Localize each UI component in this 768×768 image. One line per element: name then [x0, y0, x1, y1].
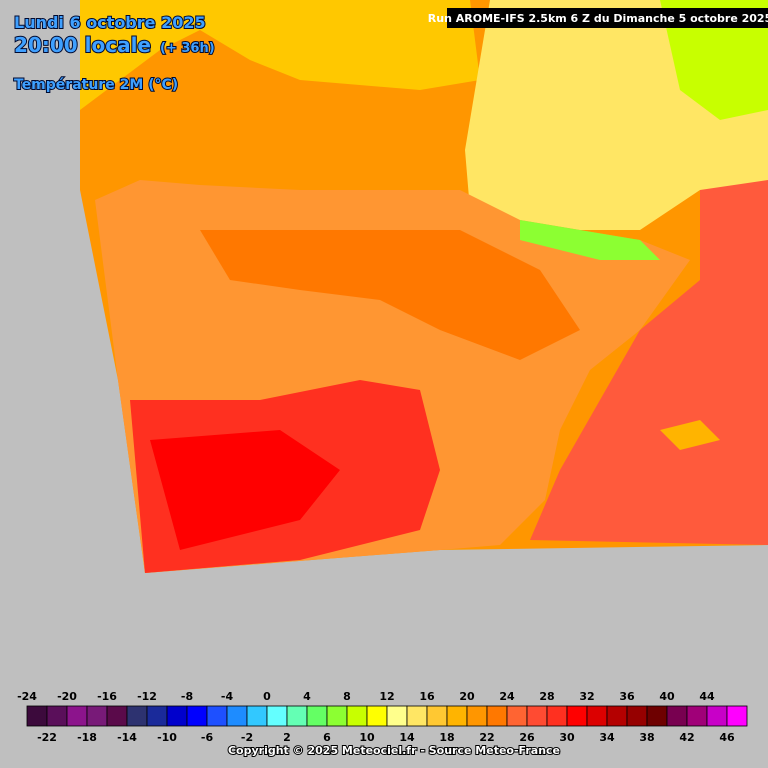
legend-label: 28	[539, 690, 554, 703]
legend-swatch	[46, 705, 68, 727]
legend-swatch	[626, 705, 648, 727]
legend-label: 32	[579, 690, 594, 703]
legend-swatch	[66, 705, 88, 727]
legend-label: 46	[719, 731, 735, 744]
legend-swatch	[586, 705, 608, 727]
legend-swatch	[526, 705, 548, 727]
hot-core	[150, 430, 340, 550]
legend-label: -22	[37, 731, 57, 744]
parameter: Température 2M (°C)	[14, 77, 178, 93]
mallorca	[660, 420, 720, 450]
legend-swatch	[506, 705, 528, 727]
run: Run AROME-IFS 2.5km 6 Z du Dimanche 5 oc…	[428, 12, 768, 25]
legend-label: 18	[439, 731, 454, 744]
legend-label: 4	[303, 690, 311, 703]
legend-label: 24	[499, 690, 515, 703]
legend-swatch	[106, 705, 128, 727]
legend-label: 44	[699, 690, 715, 703]
med-sea	[530, 180, 768, 545]
run-box	[447, 8, 768, 28]
legend-label: 26	[519, 731, 535, 744]
legend-label: 22	[479, 731, 494, 744]
legend-swatch	[146, 705, 168, 727]
alps	[660, 0, 768, 120]
legend-swatch	[426, 705, 448, 727]
legend-swatch	[706, 705, 728, 727]
legend-label: -6	[201, 731, 214, 744]
legend-label: 40	[659, 690, 675, 703]
legend-swatch	[646, 705, 668, 727]
legend-label: -18	[77, 731, 97, 744]
legend-swatch	[666, 705, 688, 727]
lead: (+ 36h)	[160, 41, 215, 56]
legend-swatch	[286, 705, 308, 727]
warm-sea	[80, 0, 480, 110]
legend-label: 0	[263, 690, 271, 703]
legend-label: -14	[117, 731, 137, 744]
legend-label: 16	[419, 690, 435, 703]
legend-swatch	[686, 705, 708, 727]
legend-swatch	[466, 705, 488, 727]
legend-swatch	[226, 705, 248, 727]
model-field	[80, 0, 768, 573]
legend-label: -8	[181, 690, 193, 703]
legend-label: 12	[379, 690, 394, 703]
legend-swatch	[306, 705, 328, 727]
legend-swatch	[206, 705, 228, 727]
legend-label: -10	[157, 731, 177, 744]
legend-swatch	[386, 705, 408, 727]
legend-label: 30	[559, 731, 575, 744]
legend-swatch	[126, 705, 148, 727]
legend-swatch	[86, 705, 108, 727]
legend-label: 36	[619, 690, 635, 703]
legend-label: -16	[97, 690, 117, 703]
legend-label: -2	[241, 731, 253, 744]
legend-swatch	[486, 705, 508, 727]
legend-label: 2	[283, 731, 291, 744]
copyright: Copyright © 2025 Meteociel.fr - Source M…	[228, 744, 560, 757]
legend-label: 34	[599, 731, 615, 744]
meseta	[200, 230, 580, 360]
legend-swatch	[346, 705, 368, 727]
legend-label: -20	[57, 690, 77, 703]
legend-label: 6	[323, 731, 331, 744]
legend-label: 42	[679, 731, 694, 744]
legend: -24 -20 -16 -12 -8 -4 0 4 8 12 16 20 24 28 32 36 40 44-22…	[17, 690, 748, 744]
legend-label: 14	[399, 731, 415, 744]
legend-label: 38	[639, 731, 654, 744]
legend-swatch	[26, 705, 48, 727]
date: Lundi 6 octobre 2025	[14, 13, 206, 32]
legend-swatch	[446, 705, 468, 727]
legend-label: -12	[137, 690, 157, 703]
legend-swatch	[546, 705, 568, 727]
legend-swatch	[366, 705, 388, 727]
legend-swatch	[246, 705, 268, 727]
legend-swatch	[726, 705, 748, 727]
pyrenees	[520, 220, 660, 260]
legend-swatch	[266, 705, 288, 727]
legend-swatch	[406, 705, 428, 727]
legend-swatch	[566, 705, 588, 727]
time: 20:00 locale	[14, 33, 151, 57]
legend-label: 20	[459, 690, 475, 703]
legend-swatch	[186, 705, 208, 727]
legend-label: 10	[359, 731, 375, 744]
legend-label: -24	[17, 690, 37, 703]
legend-swatch	[606, 705, 628, 727]
legend-label: 8	[343, 690, 351, 703]
legend-swatch	[166, 705, 188, 727]
legend-label: -4	[221, 690, 234, 703]
legend-swatch	[326, 705, 348, 727]
